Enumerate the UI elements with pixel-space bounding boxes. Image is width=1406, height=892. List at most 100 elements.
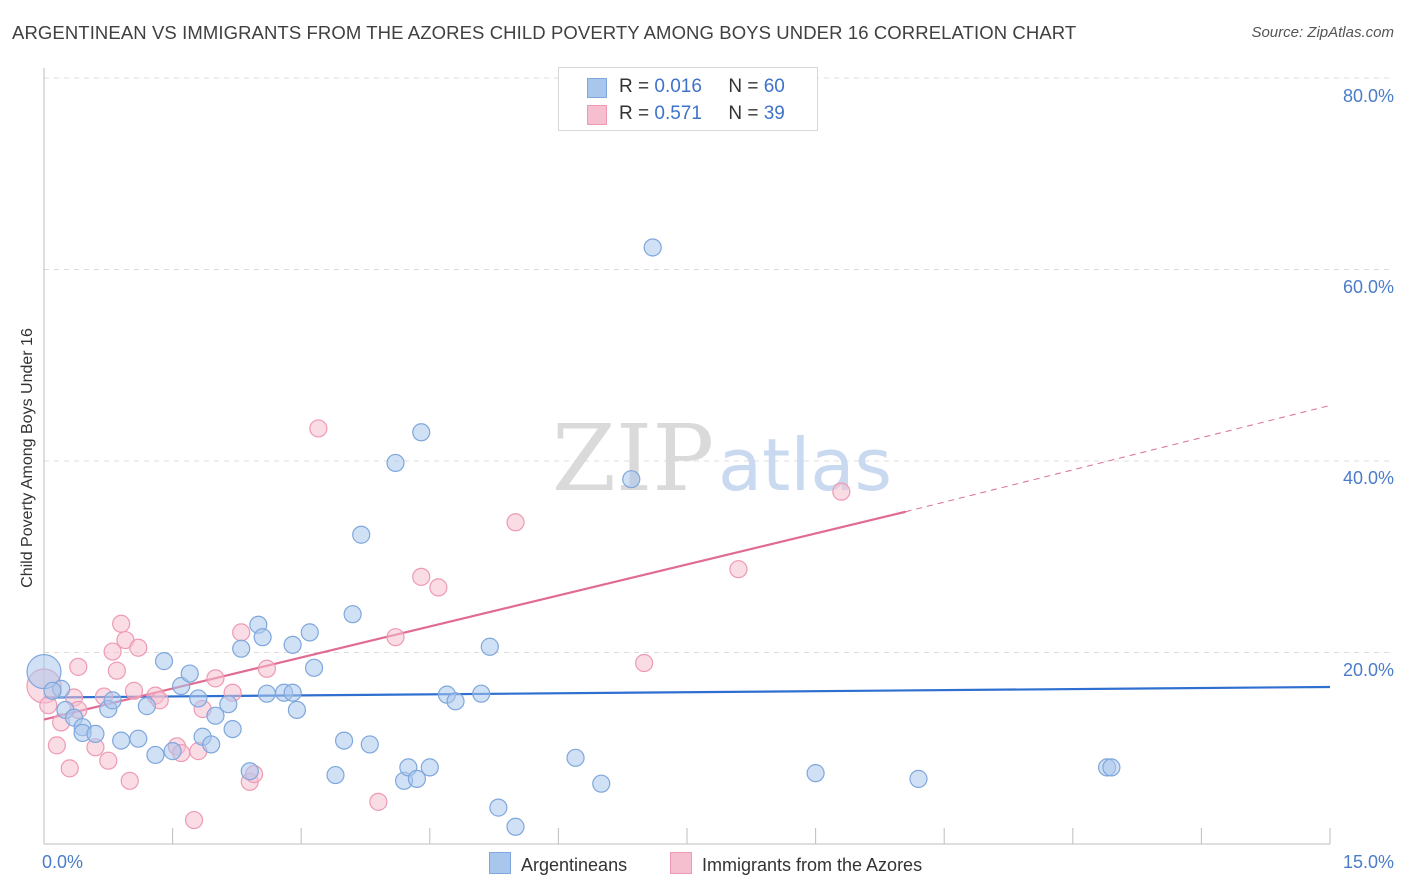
point-argentineans [253,628,272,647]
axes [43,68,1331,845]
point-argentineans [206,706,225,725]
legend-swatch-argentineans [587,78,607,98]
legend-r-label: R = [619,103,650,124]
legend-n-label: N = [728,103,759,124]
point-argentineans [223,719,242,739]
point-argentineans [446,692,465,711]
point-argentineans [806,764,825,783]
y-tick-label: 40.0% [1342,468,1394,488]
point-azores [103,642,122,661]
point-azores [206,669,225,688]
point-argentineans [257,684,277,703]
point-argentineans [240,762,259,781]
x-tick-label-max: 15.0% [1342,852,1394,872]
x-tick-label-min: 0.0% [42,852,84,872]
point-argentineans [489,798,508,817]
point-argentineans [189,689,208,708]
watermark: ZIP atlas [552,405,892,512]
trend-line-azores-extension [905,404,1331,513]
y-tick-label: 80.0% [1342,86,1394,106]
point-argentineans [643,238,662,257]
point-azores [729,560,748,579]
point-argentineans [112,731,131,750]
bottom-legend-swatch-azores [670,852,692,874]
point-argentineans [180,664,199,683]
point-argentineans [506,817,525,836]
point-azores [635,653,654,673]
point-argentineans [283,635,302,654]
point-argentineans [172,676,191,696]
point-argentineans [386,453,405,473]
watermark-atlas: atlas [718,423,892,507]
point-argentineans [420,758,439,777]
point-argentineans [1102,758,1121,777]
legend-swatch-azores [587,105,607,125]
point-argentineans [202,735,221,754]
point-azores [232,623,251,642]
point-azores [506,513,525,532]
point-argentineans [137,697,156,716]
point-azores [257,659,277,678]
source-label: Source: ZipAtlas.com [1251,24,1394,41]
point-azores [369,792,388,811]
legend-n-value: 60 [763,76,785,97]
point-azores [112,614,131,633]
point-argentineans [622,470,641,489]
point-argentineans [480,637,499,656]
point-argentineans [326,765,345,785]
legend-n-label: N = [728,76,759,97]
point-azores [120,771,139,790]
point-argentineans [343,605,362,624]
point-argentineans [287,700,307,720]
point-argentineans [300,623,319,642]
point-azores [309,419,328,438]
point-argentineans [146,745,165,765]
point-azores [69,657,88,676]
legend-n-value: 39 [763,103,785,124]
point-azores [60,759,79,778]
bottom-legend-azores: Immigrants from the Azores [670,852,922,876]
bottom-legend-swatch-argentineans [489,852,511,874]
series-argentineans-points [26,238,1121,836]
point-azores [129,638,148,657]
point-argentineans [909,769,928,788]
point-argentineans [360,735,379,754]
point-azores [47,736,66,755]
y-axis-label: Child Poverty Among Boys Under 16 [19,328,36,588]
legend-r-value: 0.016 [654,76,702,97]
point-azores [386,628,405,647]
point-argentineans [154,652,174,671]
point-azores [107,661,126,680]
grid-lines [44,77,1392,653]
point-argentineans [304,658,324,677]
point-argentineans [129,729,148,748]
point-azores [412,567,431,586]
point-azores [99,751,118,770]
point-argentineans [219,695,238,714]
point-argentineans [334,731,354,750]
point-argentineans [86,724,105,743]
y-tick-label: 20.0% [1342,660,1394,680]
point-argentineans [103,691,122,710]
correlation-legend: R = 0.016 N = 60 R = 0.571 N = 39 [558,67,818,131]
point-argentineans [163,742,182,761]
watermark-zip: ZIP [552,405,714,512]
legend-r-label: R = [619,76,650,97]
legend-r-value: 0.571 [654,103,702,124]
point-argentineans [472,684,491,703]
point-argentineans [566,748,585,767]
chart-title: ARGENTINEAN VS IMMIGRANTS FROM THE AZORE… [12,22,1077,43]
bottom-legend-label: Argentineans [521,855,628,875]
point-azores [832,482,851,501]
bottom-legend-label: Immigrants from the Azores [702,855,923,875]
point-azores [124,681,144,700]
point-azores [429,578,448,597]
point-argentineans [232,639,251,658]
point-argentineans [592,774,611,793]
point-argentineans [43,681,62,700]
point-argentineans [283,683,302,702]
point-argentineans [352,525,371,544]
point-argentineans [407,769,427,788]
y-tick-label: 60.0% [1342,277,1394,297]
